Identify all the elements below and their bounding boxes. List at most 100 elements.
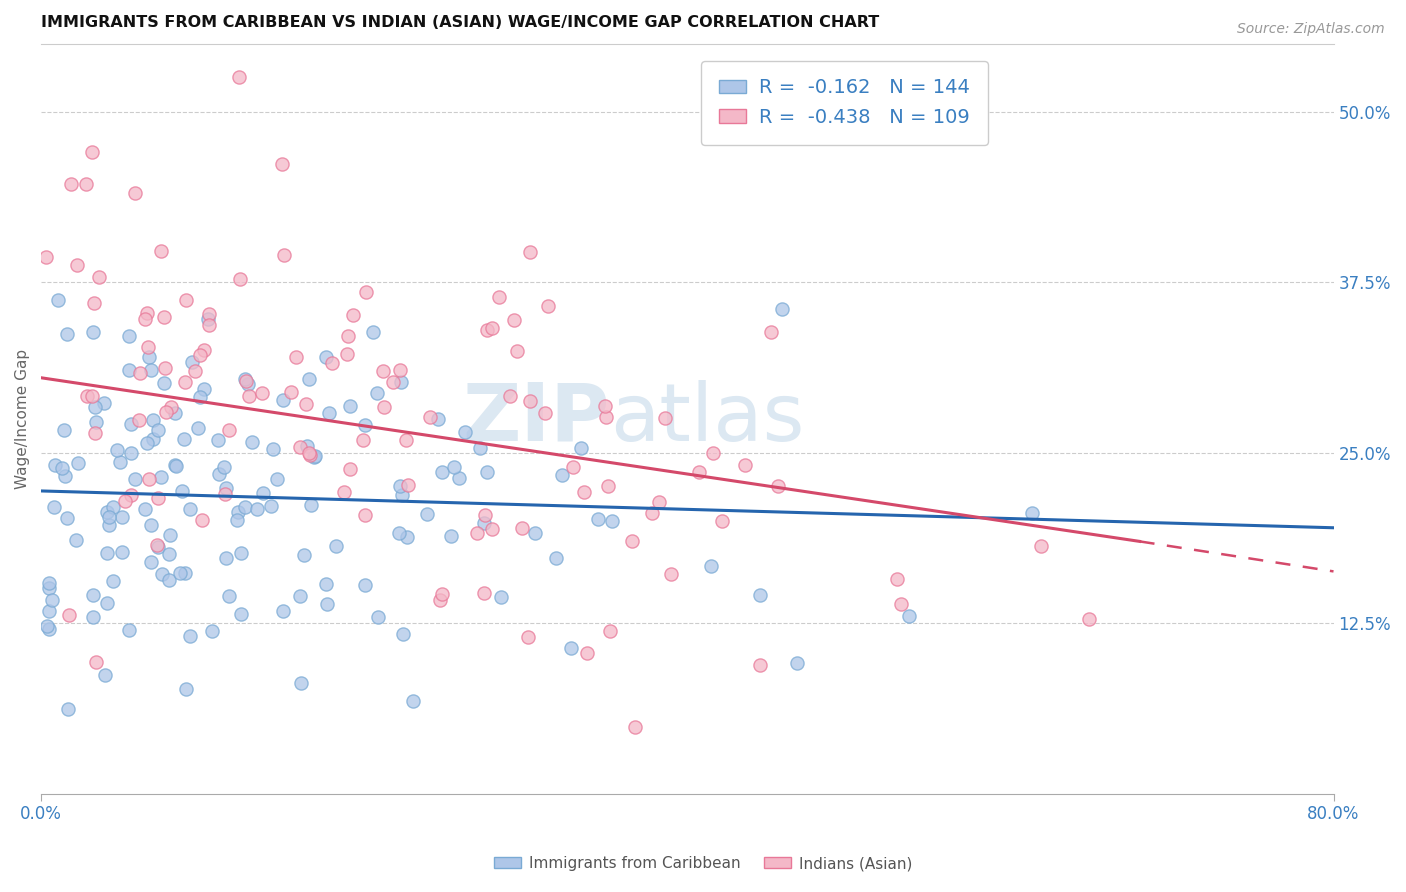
Point — [516, 630, 538, 644]
Point — [315, 350, 337, 364]
Point — [391, 487, 413, 501]
Point — [215, 482, 238, 496]
Point — [82, 588, 104, 602]
Point — [96, 505, 118, 519]
Point — [236, 376, 259, 391]
Point — [120, 446, 142, 460]
Point — [748, 588, 770, 602]
Point — [354, 508, 377, 522]
Point — [1021, 506, 1043, 520]
Point — [124, 472, 146, 486]
Point — [342, 308, 364, 322]
Point — [560, 640, 582, 655]
Point — [290, 440, 312, 454]
Point — [96, 546, 118, 560]
Point — [354, 417, 377, 432]
Point — [271, 604, 294, 618]
Point — [56, 326, 79, 341]
Point — [392, 627, 415, 641]
Point — [292, 549, 315, 563]
Point — [174, 566, 197, 581]
Point — [654, 411, 676, 425]
Legend: R =  -0.162   N = 144, R =  -0.438   N = 109: R = -0.162 N = 144, R = -0.438 N = 109 — [702, 61, 988, 145]
Point — [519, 394, 541, 409]
Point — [388, 525, 411, 540]
Point — [238, 389, 260, 403]
Point — [142, 432, 165, 446]
Point — [506, 344, 529, 359]
Point — [273, 248, 295, 262]
Point — [159, 400, 181, 414]
Point — [163, 458, 186, 473]
Point — [187, 421, 209, 435]
Point — [145, 538, 167, 552]
Text: ZIP: ZIP — [463, 380, 610, 458]
Point — [298, 448, 321, 462]
Point — [427, 412, 450, 426]
Point — [472, 516, 495, 530]
Point — [138, 350, 160, 364]
Point — [443, 460, 465, 475]
Point — [569, 441, 592, 455]
Point — [94, 667, 117, 681]
Point — [218, 423, 240, 437]
Point — [207, 433, 229, 447]
Point — [35, 619, 58, 633]
Point — [299, 498, 322, 512]
Point — [66, 259, 89, 273]
Point — [648, 495, 671, 509]
Point — [688, 465, 710, 479]
Point — [44, 458, 66, 472]
Point — [197, 311, 219, 326]
Point — [304, 450, 326, 464]
Point — [87, 269, 110, 284]
Point — [84, 401, 107, 415]
Point — [290, 676, 312, 690]
Point — [60, 178, 83, 192]
Point — [215, 551, 238, 566]
Point — [562, 459, 585, 474]
Point — [734, 458, 756, 472]
Point — [141, 362, 163, 376]
Point — [898, 608, 921, 623]
Point — [82, 389, 104, 403]
Point — [226, 506, 249, 520]
Point — [786, 657, 808, 671]
Point — [180, 355, 202, 369]
Point — [285, 350, 308, 364]
Point — [432, 587, 454, 601]
Point — [472, 586, 495, 600]
Point — [101, 500, 124, 514]
Point — [183, 364, 205, 378]
Point — [280, 384, 302, 399]
Point — [759, 325, 782, 339]
Point — [157, 548, 180, 562]
Point — [890, 597, 912, 611]
Point — [118, 363, 141, 377]
Point — [388, 363, 411, 377]
Point — [318, 406, 340, 420]
Point — [454, 425, 477, 439]
Point — [56, 511, 79, 525]
Point — [551, 468, 574, 483]
Point — [336, 347, 359, 361]
Point — [198, 318, 221, 332]
Point — [519, 244, 541, 259]
Point — [80, 145, 103, 159]
Point — [97, 510, 120, 524]
Point — [510, 521, 533, 535]
Point — [373, 400, 395, 414]
Point — [38, 622, 60, 636]
Point — [432, 465, 454, 479]
Point — [1029, 539, 1052, 553]
Point — [768, 479, 790, 493]
Point — [231, 546, 253, 560]
Point — [242, 435, 264, 450]
Point — [155, 360, 177, 375]
Point — [228, 70, 250, 85]
Point — [139, 517, 162, 532]
Point — [252, 486, 274, 500]
Point — [468, 442, 491, 456]
Point — [316, 598, 339, 612]
Point — [179, 501, 201, 516]
